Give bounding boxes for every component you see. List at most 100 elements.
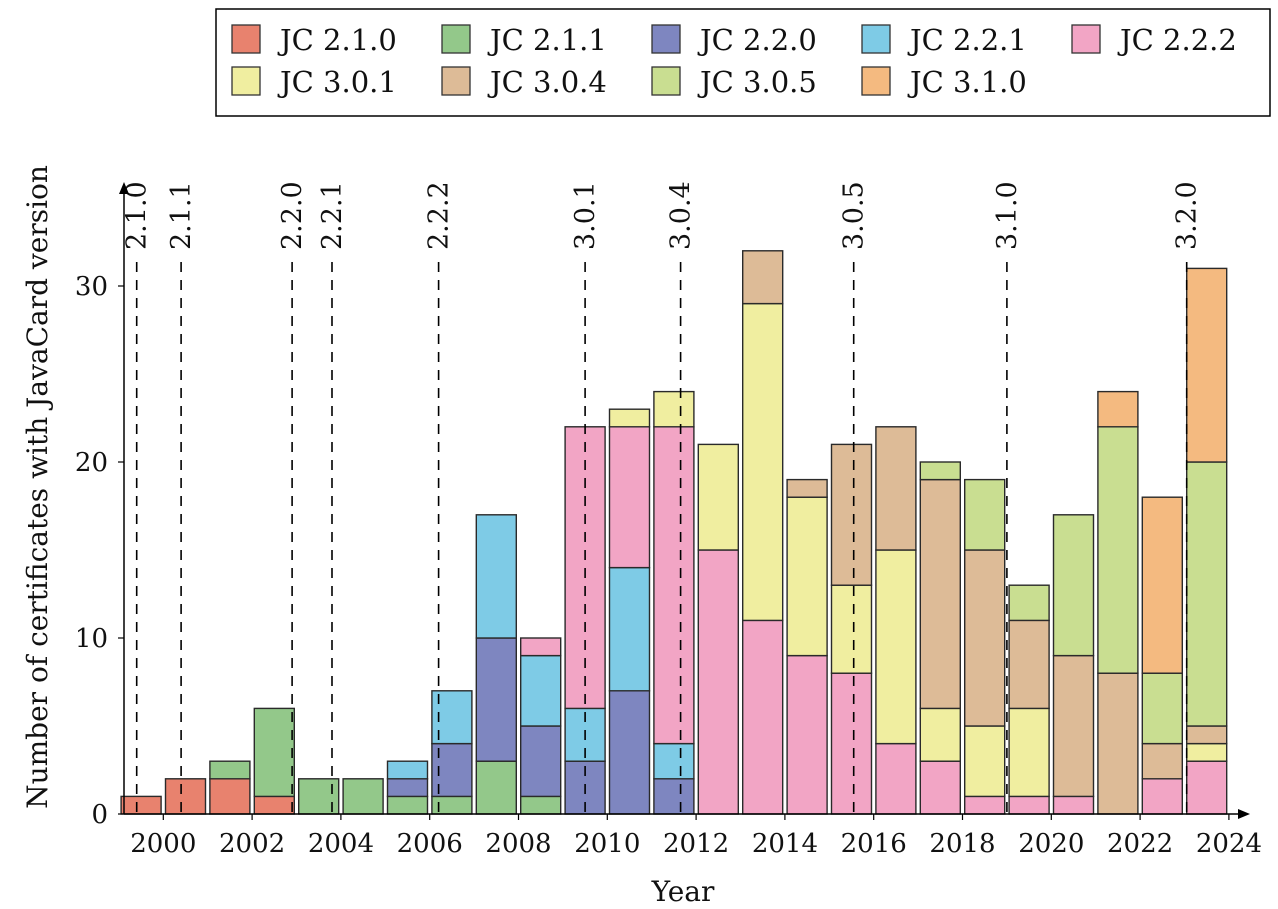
bar-segment-2008-jc-2-2-0 (520, 725, 562, 798)
bar-segment-2023-jc-2-2-2 (1185, 760, 1228, 815)
bar-segment-2021-jc-3-0-5 (1097, 426, 1139, 674)
x-tick-label: 2006 (397, 829, 463, 859)
x-tick-label: 2022 (1107, 829, 1173, 859)
bar-segment-2011-jc-2-2-0 (653, 778, 695, 815)
legend-entry-jc-3-0-5: JC 3.0.5 (651, 65, 817, 99)
bar-stack-2008 (520, 637, 562, 815)
bar-segment-2014-jc-3-0-1 (786, 496, 828, 657)
bar-stack-2023 (1185, 267, 1228, 815)
bar-segment-2007-jc-2-2-1 (475, 514, 517, 639)
legend-label: JC 2.2.0 (697, 23, 817, 57)
bar-segment-2022-jc-3-0-5 (1141, 672, 1184, 745)
bar-segment-2019-jc-2-2-2 (1008, 795, 1050, 815)
legend-label: JC 3.0.5 (697, 65, 817, 99)
x-tick-label: 2012 (663, 829, 729, 859)
bar-stack-2021 (1097, 390, 1139, 815)
legend-entry-jc-3-0-4: JC 3.0.4 (441, 65, 607, 99)
bar-segment-2010-jc-2-2-1 (608, 566, 651, 692)
release-markers: 2.1.0 2.1.1 2.2.0 2.2.1 2.2.2 3.0.1 3.0.4 3.0.5… (122, 181, 1203, 814)
legend-entry-jc-3-0-1: JC 3.0.1 (231, 65, 397, 99)
legend-swatch (231, 24, 261, 54)
bar-segment-2023-jc-3-0-1 (1185, 742, 1228, 762)
bar-segment-2016-jc-3-0-1 (875, 549, 917, 745)
x-tick-label: 2008 (485, 829, 551, 859)
bar-stack-2019 (1008, 584, 1050, 815)
bar-segment-2020-jc-3-0-4 (1052, 654, 1095, 798)
bar-segment-2021-jc-3-0-4 (1097, 672, 1139, 815)
y-tick-label: 30 (75, 272, 108, 302)
bar-segment-2020-jc-2-2-2 (1052, 795, 1095, 815)
bar-segment-2017-jc-3-0-5 (919, 461, 961, 481)
bar-segment-2013-jc-2-2-2 (742, 619, 784, 815)
release-label-3-0-5: 3.0.5 (839, 181, 870, 250)
bar-segment-2001-jc-2-1-1 (209, 760, 251, 780)
legend-label: JC 3.0.4 (487, 65, 607, 99)
bar-segment-2015-jc-2-2-2 (830, 672, 873, 815)
legend-entry-jc-2-2-1: JC 2.2.1 (861, 23, 1027, 57)
legend: JC 2.1.0 JC 2.1.1 JC 2.2.0 JC 2.2.1 JC 2.2.2… (215, 8, 1271, 117)
bar-segment-2002-jc-2-1-0 (253, 795, 296, 815)
release-label-3-1-0: 3.1.0 (992, 181, 1023, 250)
release-label-3-2-0: 3.2.0 (1172, 181, 1203, 250)
y-axis-label: Number of certificates with JavaCard ver… (21, 165, 54, 809)
x-tick-label: 2018 (929, 829, 995, 859)
bar-segment-2014-jc-2-2-2 (786, 654, 828, 815)
x-axis-arrow-icon (1238, 809, 1250, 819)
bar-stack-2007 (475, 514, 517, 815)
bar-segment-2007-jc-2-2-0 (475, 637, 517, 762)
bar-stack-2020 (1052, 514, 1095, 815)
bar-stack-1999 (120, 795, 162, 815)
x-tick-label: 2020 (1018, 829, 1084, 859)
bar-segment-2005-jc-2-2-0 (386, 778, 429, 798)
bar-stack-2014 (786, 478, 828, 815)
legend-swatch (861, 24, 891, 54)
legend-label: JC 3.1.0 (907, 65, 1027, 99)
bar-segment-2008-jc-2-1-1 (520, 795, 562, 815)
bar-segment-2012-jc-2-2-2 (697, 549, 739, 815)
y-tick-label: 0 (91, 800, 108, 830)
bar-stack-2004 (342, 778, 384, 815)
bar-segment-2013-jc-3-0-4 (742, 250, 784, 305)
bar-stack-2000 (164, 778, 207, 815)
bar-segment-2022-jc-3-1-0 (1141, 496, 1184, 674)
legend-label: JC 2.1.0 (277, 23, 397, 57)
bar-segment-2018-jc-2-2-2 (964, 795, 1006, 815)
x-tick-label: 2004 (308, 829, 374, 859)
bar-stack-2012 (697, 443, 739, 815)
bar-segment-2017-jc-3-0-4 (919, 478, 961, 710)
bar-segment-2023-jc-3-0-5 (1185, 461, 1228, 727)
bar-segment-2016-jc-2-2-2 (875, 742, 917, 815)
bar-segment-2001-jc-2-1-0 (209, 778, 251, 815)
bar-segment-2008-jc-2-2-2 (520, 637, 562, 657)
bar-stack-2011 (653, 390, 695, 815)
bar-segment-2016-jc-3-0-4 (875, 426, 917, 551)
legend-entry-jc-2-1-1: JC 2.1.1 (441, 23, 607, 57)
legend-swatch (651, 24, 681, 54)
bar-segment-2013-jc-3-0-1 (742, 302, 784, 622)
bar-stack-2017 (919, 461, 961, 815)
bar-stack-2010 (608, 408, 651, 815)
bar-segment-2019-jc-3-0-1 (1008, 707, 1050, 798)
legend-swatch (441, 24, 471, 54)
legend-entry-jc-3-1-0: JC 3.1.0 (861, 65, 1027, 99)
bar-segment-2002-jc-2-1-1 (253, 707, 296, 798)
legend-label: JC 2.2.1 (907, 23, 1027, 57)
x-tick-label: 2024 (1196, 829, 1262, 859)
release-label-2-2-2: 2.2.2 (424, 181, 455, 250)
release-label-2-2-0: 2.2.0 (277, 181, 308, 250)
bar-segment-2004-jc-2-1-1 (342, 778, 384, 815)
y-tick-label: 20 (75, 448, 108, 478)
legend-entry-jc-2-2-2: JC 2.2.2 (1071, 23, 1237, 57)
bar-segment-2010-jc-3-0-1 (608, 408, 651, 428)
legend-label: JC 3.0.1 (277, 65, 397, 99)
bar-segment-2017-jc-2-2-2 (919, 760, 961, 815)
bar-segment-2011-jc-2-2-2 (653, 426, 695, 745)
release-label-2-2-1: 2.2.1 (317, 181, 348, 250)
bar-segment-2018-jc-3-0-1 (964, 725, 1006, 798)
x-tick-label: 2010 (574, 829, 640, 859)
legend-swatch (231, 66, 261, 96)
bar-segment-2005-jc-2-2-1 (386, 760, 429, 780)
bar-segment-2022-jc-2-2-2 (1141, 778, 1184, 815)
bar-segment-2010-jc-2-2-2 (608, 426, 651, 569)
